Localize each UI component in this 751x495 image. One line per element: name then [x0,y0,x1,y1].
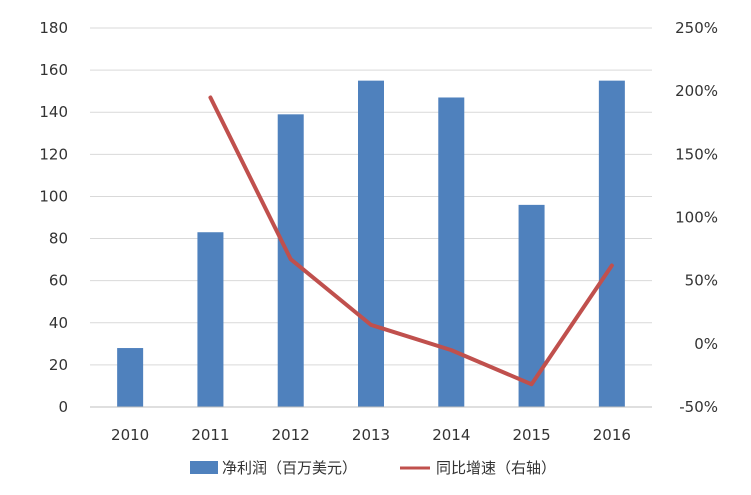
y-tick-label: 120 [39,145,68,163]
bar [518,204,545,407]
x-tick-label: 2010 [111,426,149,444]
y2-tick-label: 100% [675,209,718,227]
line-point [370,324,372,326]
x-tick-label: 2012 [272,426,310,444]
legend: 净利润（百万美元） 同比增速（右轴） [190,459,556,477]
y2-tick-label: 0% [694,335,718,353]
growth-line [208,95,614,387]
bar [117,348,144,407]
bar [358,80,384,407]
y-tick-label: 20 [49,356,68,374]
x-tick-label: 2015 [512,426,550,444]
y-axis-right: -50% 0% 50% 100% 150% 200% 250% [675,19,718,416]
line-point [531,383,533,385]
y2-tick-label: 200% [675,82,718,100]
x-tick-label: 2014 [432,426,470,444]
x-tick-label: 2011 [191,426,229,444]
y-tick-label: 60 [49,272,68,290]
legend-bar-label: 净利润（百万美元） [222,459,357,477]
legend-line-label: 同比增速（右轴） [436,459,556,477]
bar-series [117,80,625,408]
line-point [290,258,292,260]
y2-tick-label: 250% [675,19,718,37]
y-tick-label: 80 [49,230,68,248]
y-tick-label: 160 [39,61,68,79]
x-tick-label: 2016 [593,426,631,444]
y-tick-label: 40 [49,314,68,332]
y2-tick-label: -50% [679,398,718,416]
y-tick-label: 140 [39,103,68,121]
y2-tick-label: 50% [685,272,718,290]
y-tick-label: 100 [39,187,68,205]
x-axis: 2010 2011 2012 2013 2014 2015 2016 [90,406,652,444]
line-point [611,265,613,267]
x-tick-label: 2013 [352,426,390,444]
y-axis-left: 0 20 40 60 80 100 120 140 160 180 [39,19,68,416]
legend-bar-swatch [190,461,218,474]
bar [197,232,224,407]
y-tick-label: 0 [58,398,68,416]
bar [598,80,625,407]
y-tick-label: 180 [39,19,68,37]
bar [438,97,465,407]
line-series [208,95,614,387]
line-point [450,349,452,351]
y2-tick-label: 150% [675,145,718,163]
line-point [209,96,211,98]
